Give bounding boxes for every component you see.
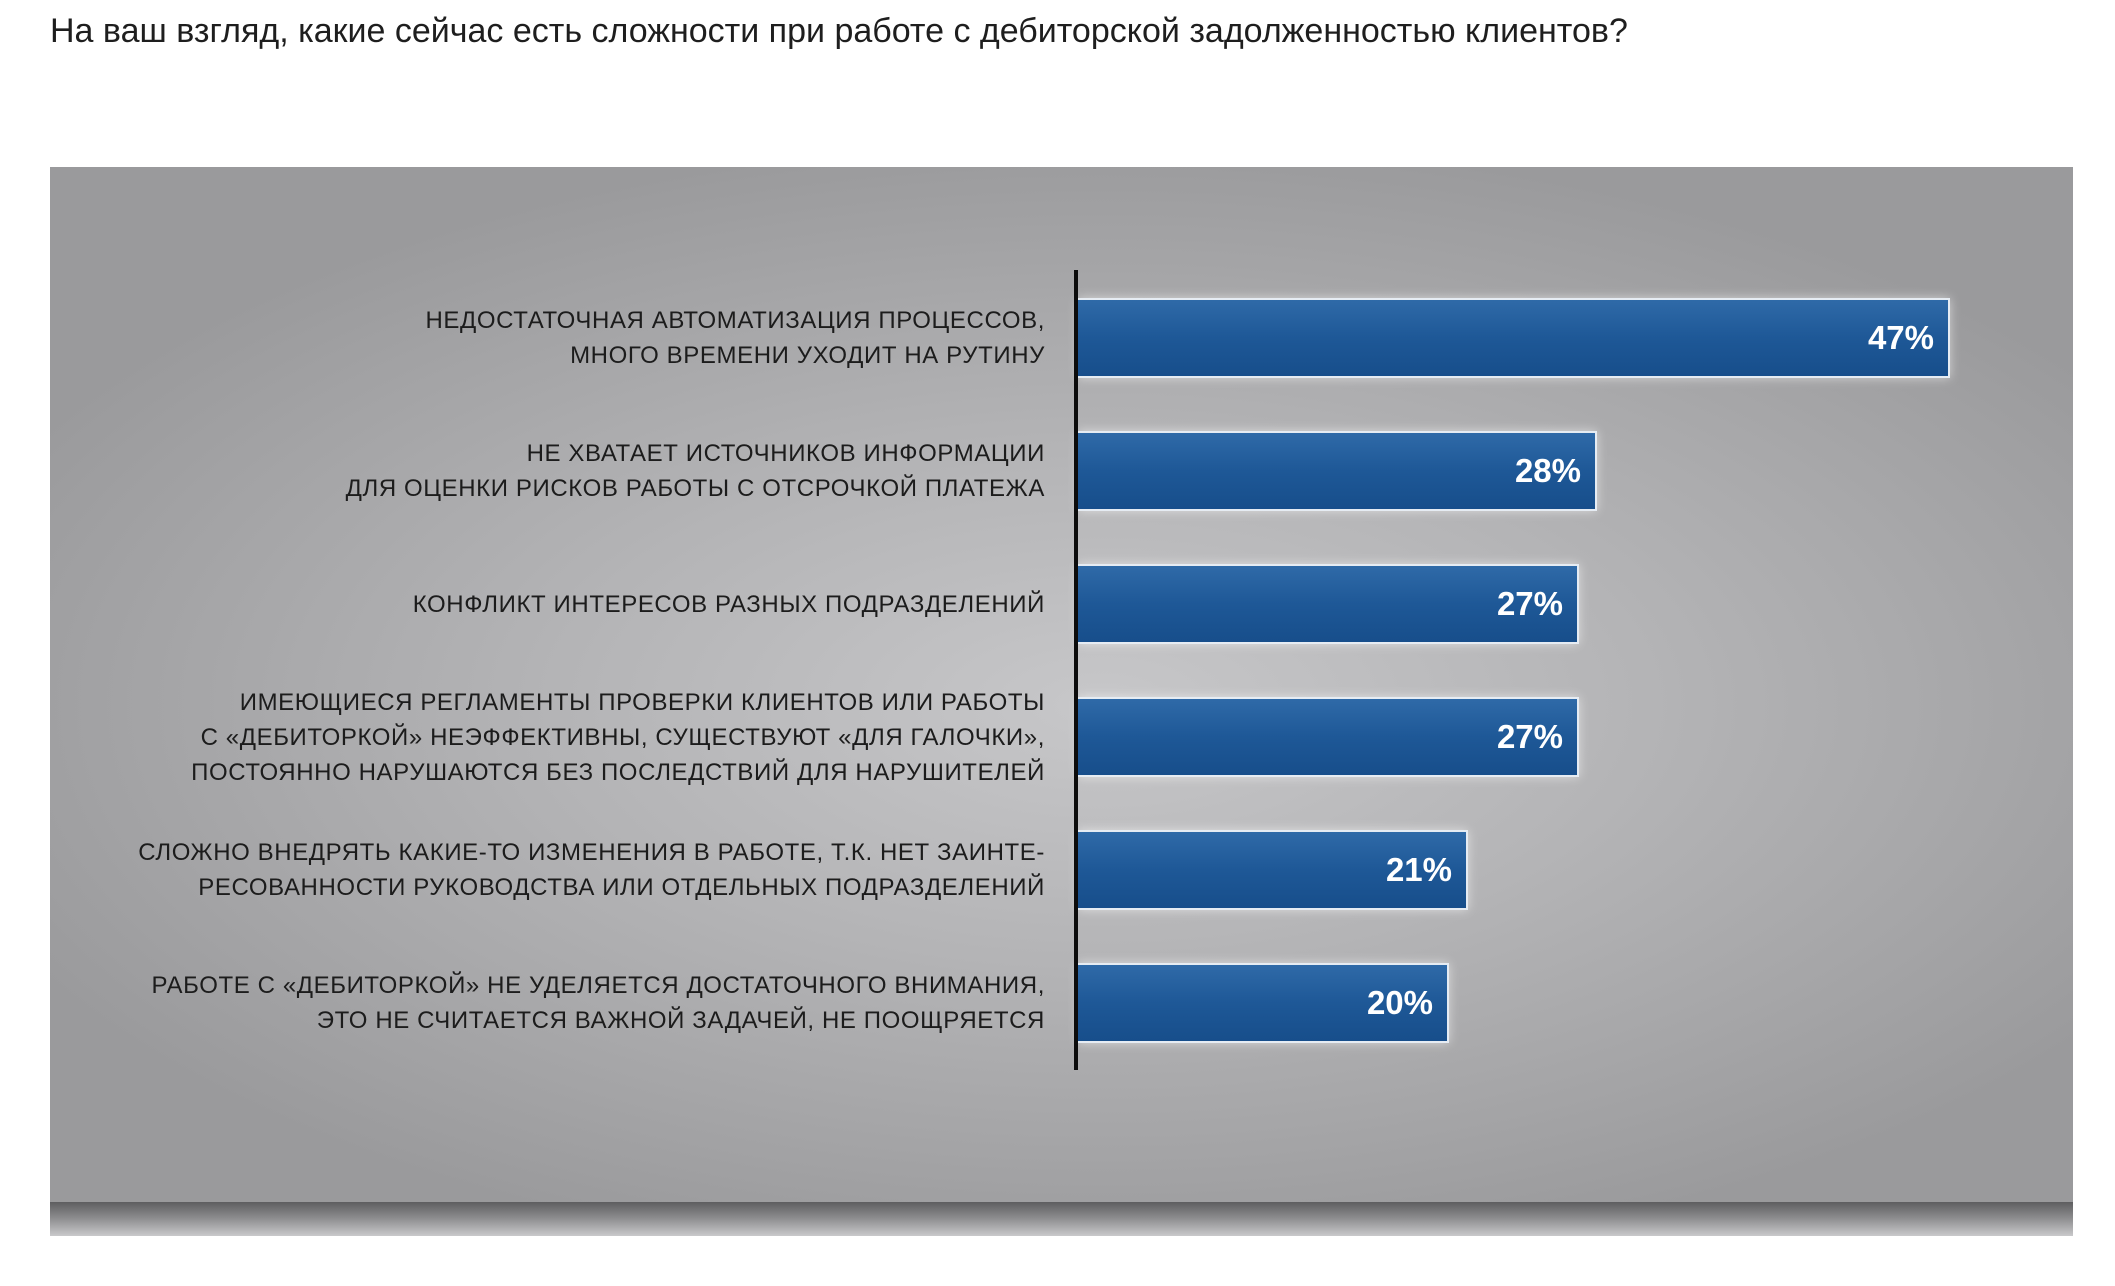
bar: 27%: [1078, 564, 1579, 644]
category-label: НЕДОСТАТОЧНАЯ АВТОМАТИЗАЦИЯ ПРОЦЕССОВ, МН…: [45, 303, 1045, 373]
bar: 21%: [1078, 830, 1468, 910]
bar-value-label: 27%: [1496, 585, 1563, 622]
bar-value-label: 21%: [1385, 851, 1452, 888]
category-label-line: ПОСТОЯННО НАРУШАЮТСЯ БЕЗ ПОСЛЕДСТВИЙ ДЛЯ…: [191, 758, 1045, 786]
chart-panel-shadow: [50, 1202, 2073, 1236]
category-label: СЛОЖНО ВНЕДРЯТЬ КАКИЕ-ТО ИЗМЕНЕНИЯ В РАБ…: [45, 835, 1045, 905]
bar: 28%: [1078, 431, 1597, 511]
bar-value-label: 28%: [1514, 452, 1581, 489]
category-label: КОНФЛИКТ ИНТЕРЕСОВ РАЗНЫХ ПОДРАЗДЕЛЕНИЙ: [45, 587, 1045, 622]
category-label-line: НЕДОСТАТОЧНАЯ АВТОМАТИЗАЦИЯ ПРОЦЕССОВ,: [425, 307, 1045, 334]
category-label-line: ДЛЯ ОЦЕНКИ РИСКОВ РАБОТЫ С ОТСРОЧКОЙ ПЛА…: [345, 475, 1045, 502]
category-axis-line: [1074, 270, 1078, 1070]
category-label-line: КОНФЛИКТ ИНТЕРЕСОВ РАЗНЫХ ПОДРАЗДЕЛЕНИЙ: [412, 590, 1045, 618]
bar-value-label: 27%: [1496, 718, 1563, 755]
bar-value-label: 20%: [1366, 984, 1433, 1021]
category-label: НЕ ХВАТАЕТ ИСТОЧНИКОВ ИНФОРМАЦИИ ДЛЯ ОЦЕН…: [45, 436, 1045, 506]
category-label-line: ИМЕЮЩИЕСЯ РЕГЛАМЕНТЫ ПРОВЕРКИ КЛИЕНТОВ И…: [239, 688, 1045, 716]
category-label-line: СЛОЖНО ВНЕДРЯТЬ КАКИЕ-ТО ИЗМЕНЕНИЯ В РАБ…: [138, 839, 1045, 866]
category-label: РАБОТЕ С «ДЕБИТОРКОЙ» НЕ УДЕЛЯЕТСЯ ДОСТА…: [45, 968, 1045, 1038]
bar: 20%: [1078, 963, 1449, 1043]
category-label-line: РЕСОВАННОСТИ РУКОВОДСТВА ИЛИ ОТДЕЛЬНЫХ П…: [198, 874, 1045, 901]
bar: 47%: [1078, 298, 1950, 378]
bar-value-label: 47%: [1867, 319, 1934, 356]
category-label-line: ЭТО НЕ СЧИТАЕТСЯ ВАЖНОЙ ЗАДАЧЕЙ, НЕ ПООЩ…: [316, 1007, 1045, 1034]
category-label-line: РАБОТЕ С «ДЕБИТОРКОЙ» НЕ УДЕЛЯЕТСЯ ДОСТА…: [151, 972, 1045, 999]
category-label: ИМЕЮЩИЕСЯ РЕГЛАМЕНТЫ ПРОВЕРКИ КЛИЕНТОВ И…: [45, 685, 1045, 790]
category-label-line: С «ДЕБИТОРКОЙ» НЕЭФФЕКТИВНЫ, СУЩЕСТВУЮТ …: [200, 723, 1045, 751]
category-label-line: МНОГО ВРЕМЕНИ УХОДИТ НА РУТИНУ: [570, 342, 1045, 369]
page-title: На ваш взгляд, какие сейчас есть сложнос…: [50, 12, 1628, 50]
category-label-line: НЕ ХВАТАЕТ ИСТОЧНИКОВ ИНФОРМАЦИИ: [526, 440, 1045, 467]
bar: 27%: [1078, 697, 1579, 777]
